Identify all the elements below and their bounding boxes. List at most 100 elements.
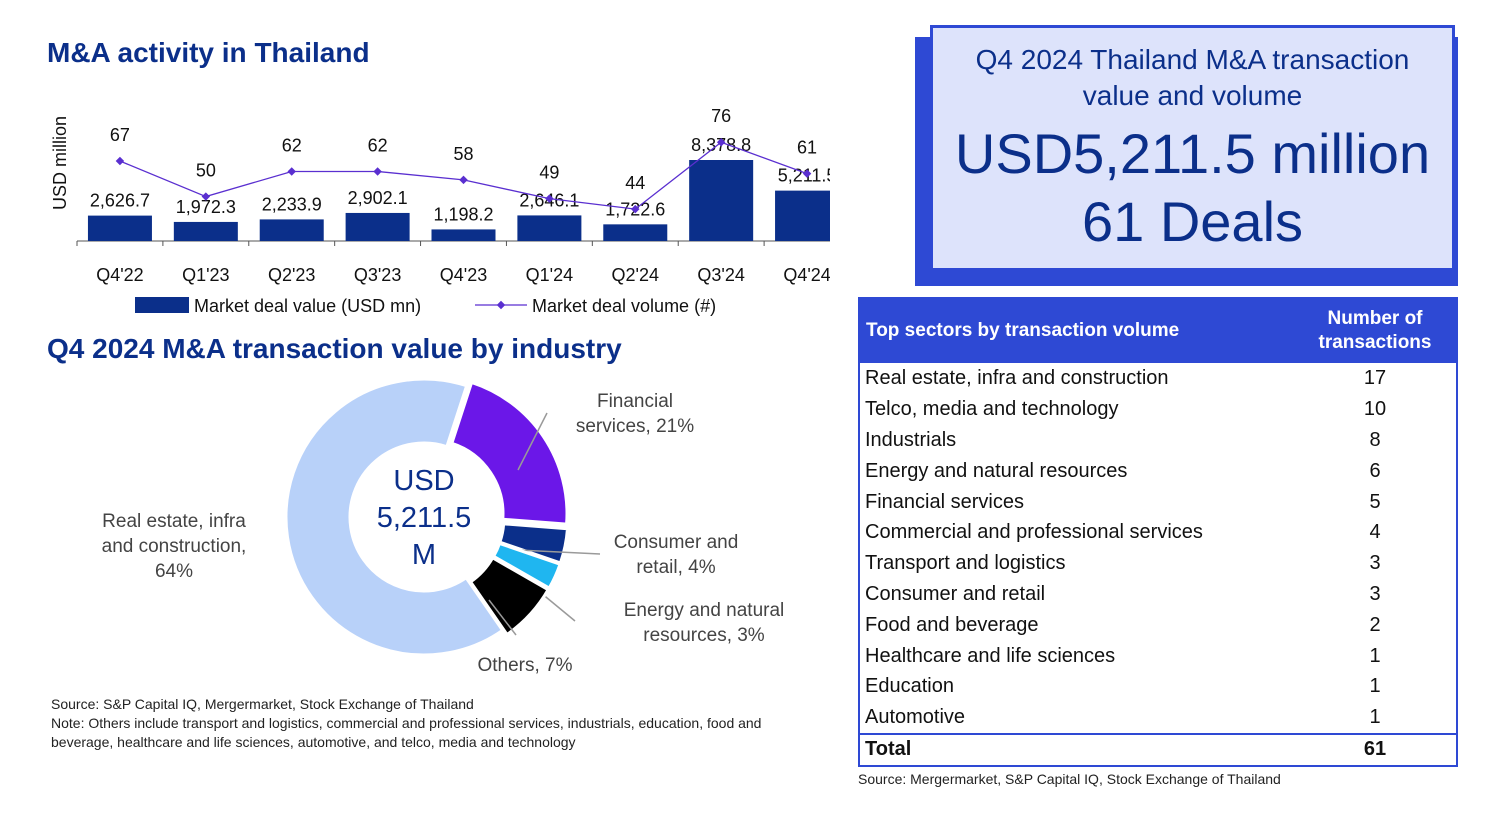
volume-point — [459, 175, 468, 185]
slice-label: Consumer and retail, 4% — [614, 532, 739, 578]
bar — [689, 160, 754, 241]
bar-value-label: 2,902.1 — [348, 188, 408, 208]
table-row: Real estate, infra and construction 17 — [859, 363, 1457, 394]
sector-count: 6 — [1369, 459, 1381, 482]
sector-count: 1 — [1369, 644, 1381, 667]
donut-slice — [491, 541, 562, 591]
donut-slice — [468, 555, 551, 637]
sector-name: Education — [865, 675, 954, 698]
sector-count: 5 — [1369, 490, 1381, 513]
volume-label: 61 — [797, 138, 817, 158]
volume-point — [373, 167, 382, 176]
sector-name: Energy and natural resources — [865, 459, 1128, 482]
total-label: Total — [859, 732, 1294, 766]
sector-count: 2 — [1369, 613, 1381, 636]
bar — [431, 229, 496, 241]
table-row: Commercial and professional services 4 — [859, 517, 1457, 548]
sector-name: Commercial and professional services — [865, 521, 1203, 544]
sector-count: 3 — [1369, 552, 1381, 575]
leader-line — [517, 412, 548, 471]
header-count: Number of transactions — [1294, 298, 1457, 363]
table-row: Food and beverage 2 — [859, 609, 1457, 640]
kpi-value: USD5,211.5 million — [954, 122, 1431, 185]
sector-count: 4 — [1369, 521, 1381, 544]
legend-bar-swatch — [135, 297, 189, 313]
sector-count: 1 — [1369, 675, 1381, 698]
legend-line-marker — [496, 300, 506, 310]
slice-label: Energy and natural resources, 3% — [624, 600, 785, 646]
sector-count: 1 — [1369, 706, 1381, 729]
bar — [87, 215, 152, 241]
x-tick-label: Q4'24 — [783, 265, 830, 285]
sector-name: Food and beverage — [865, 613, 1039, 636]
others-note: Note: Others include transport and logis… — [51, 715, 762, 750]
source-note: Source: S&P Capital IQ, Mergermarket, St… — [51, 696, 474, 712]
x-tick-label: Q1'24 — [526, 265, 573, 285]
sector-table: Top sectors by transaction volume Number… — [858, 297, 1458, 767]
donut-center-label: USD 5,211.5 M — [377, 465, 472, 571]
volume-label: 62 — [282, 135, 302, 155]
leader-line — [488, 599, 517, 636]
industry-donut-chart: Financial services, 21% Consumer and retail… — [102, 377, 785, 676]
chart-notes: Source: S&P Capital IQ, Mergermarket, St… — [51, 695, 811, 752]
table-row: Industrials 8 — [859, 425, 1457, 456]
bar — [259, 219, 324, 241]
donut-slice — [284, 377, 505, 657]
table-row: Transport and logistics 3 — [859, 548, 1457, 579]
bar-value-label: 1,972.3 — [176, 197, 236, 217]
volume-label: 76 — [711, 106, 731, 126]
sector-name: Healthcare and life sciences — [865, 644, 1116, 667]
table-row: Automotive 1 — [859, 702, 1457, 734]
bar — [173, 221, 238, 241]
slice-label: Others, 7% — [477, 655, 572, 676]
volume-label: 49 — [539, 163, 559, 183]
table-row: Energy and natural resources 6 — [859, 455, 1457, 486]
sector-count: 10 — [1363, 398, 1387, 421]
legend-line-label: Market deal volume (#) — [532, 296, 716, 316]
x-tick-label: Q3'23 — [354, 265, 401, 285]
leader-line — [517, 549, 601, 555]
volume-label: 67 — [110, 125, 130, 145]
table-row: Healthcare and life sciences 1 — [859, 640, 1457, 671]
sector-name: Automotive — [865, 706, 966, 729]
bar-value-label: 1,198.2 — [433, 204, 493, 224]
sector-name: Transport and logistics — [865, 552, 1066, 575]
table-row: Financial services 5 — [859, 486, 1457, 517]
bar-value-label: 2,233.9 — [262, 194, 322, 214]
bar — [345, 212, 410, 241]
industry-title: Q4 2024 M&A transaction value by industr… — [47, 333, 622, 364]
activity-chart: USD million 2,626.7 Q4'22 1,972.3 Q1'23 2,233… — [50, 106, 830, 316]
volume-point — [287, 167, 296, 176]
bar — [517, 215, 582, 241]
x-tick-label: Q2'23 — [268, 265, 315, 285]
sector-name: Financial services — [865, 490, 1024, 513]
sector-name: Telco, media and technology — [865, 398, 1119, 421]
header-sector: Top sectors by transaction volume — [859, 298, 1294, 363]
volume-point — [545, 194, 554, 203]
y-axis-label: USD million — [50, 116, 70, 210]
volume-point — [115, 156, 125, 166]
x-tick-label: Q4'22 — [96, 265, 143, 285]
x-tick-label: Q1'23 — [182, 265, 229, 285]
kpi-deals: 61 Deals — [1081, 190, 1304, 253]
total-row: Total 61 — [859, 732, 1457, 766]
total-value: 61 — [1294, 732, 1457, 766]
slice-label: Financial services, 21% — [576, 391, 694, 437]
sector-name: Industrials — [865, 428, 957, 451]
sector-name: Real estate, infra and construction — [865, 367, 1169, 390]
x-tick-label: Q2'24 — [612, 265, 659, 285]
sector-count: 3 — [1369, 582, 1381, 605]
volume-label: 58 — [453, 144, 473, 164]
table-row: Education 1 — [859, 671, 1457, 702]
x-tick-label: Q4'23 — [440, 265, 487, 285]
donut-slice — [449, 380, 569, 526]
table-row: Telco, media and technology 10 — [859, 394, 1457, 425]
kpi-title: Q4 2024 Thailand M&A transaction value a… — [975, 44, 1410, 111]
activity-title: M&A activity in Thailand — [47, 37, 370, 68]
x-tick-label: Q3'24 — [697, 265, 744, 285]
volume-label: 62 — [368, 135, 388, 155]
slice-label: Real estate, infra and construction, 64% — [102, 511, 247, 582]
sector-count: 17 — [1363, 367, 1387, 390]
kpi-box: Q4 2024 Thailand M&A transaction value a… — [930, 25, 1455, 271]
table-row: Consumer and retail 3 — [859, 579, 1457, 610]
